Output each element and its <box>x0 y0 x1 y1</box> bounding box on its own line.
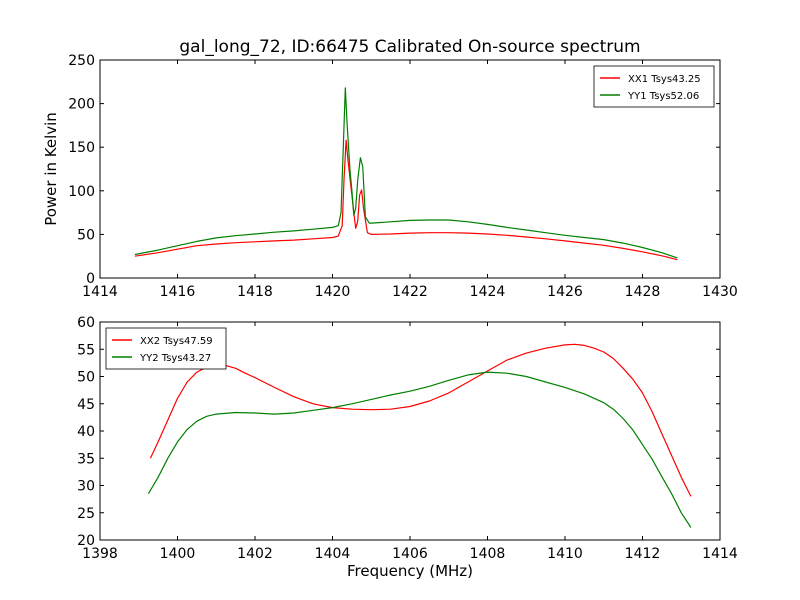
y-tick-label: 30 <box>77 479 95 495</box>
x-tick-label: 1426 <box>547 284 583 300</box>
bottom-panel: 1398 1400 1402 1404 1406 1408 1410 1412 1414 20 25… <box>77 315 738 580</box>
legend-entry-label: YY2 Tsys43.27 <box>139 353 211 364</box>
legend: XX1 Tsys43.25 YY1 Tsys52.06 <box>593 65 715 108</box>
x-tick-label: 1406 <box>392 546 428 562</box>
legend: XX2 Tsys47.59 YY2 Tsys43.27 <box>105 327 227 370</box>
series-line-1 <box>134 139 678 261</box>
x-tick-label: 1398 <box>82 546 118 562</box>
legend-box <box>105 327 227 370</box>
x-tick-label: 1416 <box>160 284 196 300</box>
y-tick-label: 40 <box>77 424 95 440</box>
figure-title: gal_long_72, ID:66475 Calibrated On-sour… <box>179 37 640 57</box>
top-panel: 1414 1416 1418 1420 1422 1424 1426 1428 1430 0 50 1… <box>42 53 738 300</box>
legend-box <box>593 65 715 108</box>
series-line-2 <box>134 87 678 259</box>
x-tick-label: 1418 <box>237 284 273 300</box>
x-tick-label: 1424 <box>470 284 506 300</box>
y-tick-label: 200 <box>68 97 95 113</box>
legend-entry-label: YY1 Tsys52.06 <box>627 91 699 102</box>
series-line-2 <box>147 371 692 528</box>
legend-entry-label: XX1 Tsys43.25 <box>628 74 701 85</box>
y-tick-label: 50 <box>77 370 95 386</box>
x-tick-label: 1402 <box>237 546 273 562</box>
x-tick-label: 1408 <box>470 546 506 562</box>
x-tick-label: 1400 <box>160 546 196 562</box>
x-tick-label: 1420 <box>315 284 351 300</box>
x-tick-label: 1410 <box>547 546 583 562</box>
x-tick-label: 1414 <box>82 284 118 300</box>
y-tick-label: 60 <box>77 315 95 331</box>
y-tick-label: 35 <box>77 451 95 467</box>
x-tick-label: 1428 <box>625 284 661 300</box>
y-tick-label: 50 <box>77 227 95 243</box>
x-tick-label: 1422 <box>392 284 428 300</box>
y-tick-label: 25 <box>77 506 95 522</box>
legend-entry-label: XX2 Tsys47.59 <box>140 336 213 347</box>
y-tick-label: 250 <box>68 53 95 69</box>
x-axis-label: Frequency (MHz) <box>347 562 473 580</box>
x-tick-label: 1430 <box>702 284 738 300</box>
y-axis-label: Power in Kelvin <box>42 112 60 226</box>
y-tick-label: 100 <box>68 184 95 200</box>
x-tick-label: 1404 <box>315 546 351 562</box>
y-tick-label: 20 <box>77 533 95 549</box>
x-tick-label: 1414 <box>702 546 738 562</box>
x-tick-label: 1412 <box>625 546 661 562</box>
y-tick-label: 55 <box>77 342 95 358</box>
y-tick-label: 150 <box>68 140 95 156</box>
y-tick-label: 0 <box>86 271 95 287</box>
y-tick-label: 45 <box>77 397 95 413</box>
